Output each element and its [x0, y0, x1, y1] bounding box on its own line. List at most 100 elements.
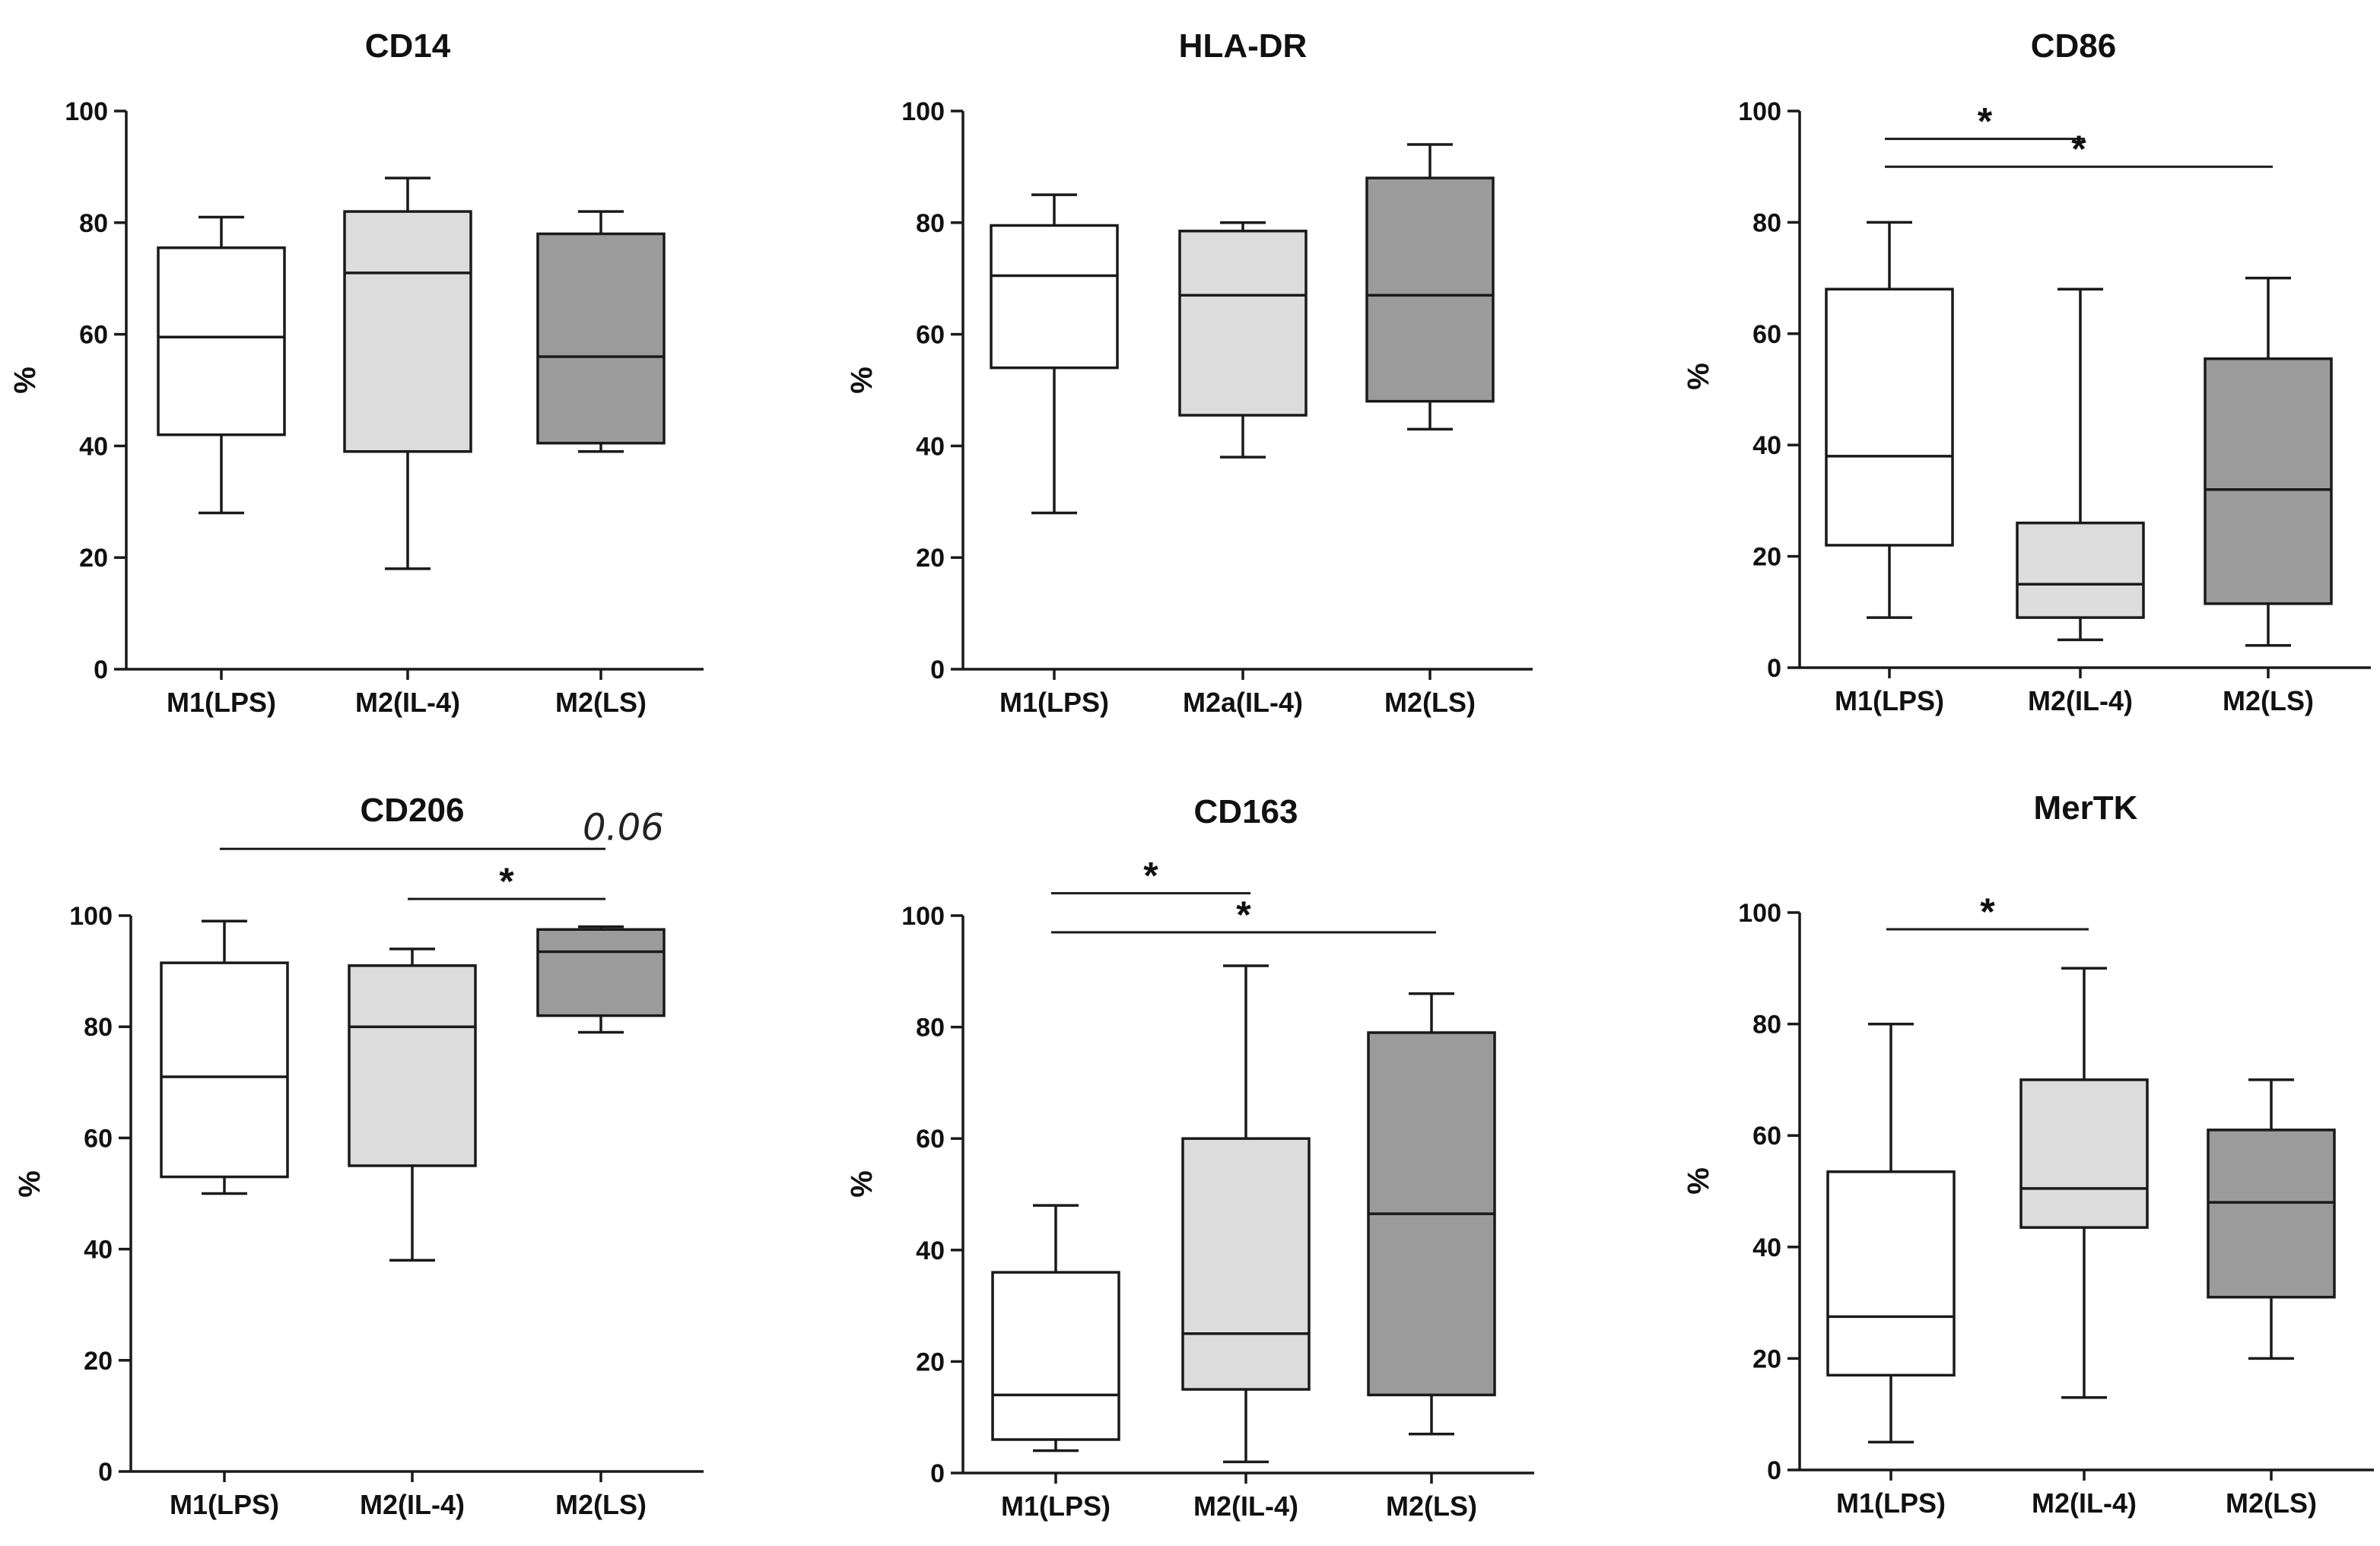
y-tick-label: 0	[1767, 1456, 1781, 1485]
x-tick-label: M1(LPS)	[1835, 685, 1944, 716]
box-1	[991, 1204, 1120, 1452]
box-2	[1178, 221, 1308, 459]
x-tick-label: M2(LS)	[2226, 1487, 2317, 1519]
x-tick-label: M1(LPS)	[999, 687, 1109, 718]
y-tick-label: 80	[916, 209, 945, 238]
iqr-box	[343, 210, 472, 453]
y-tick-label: 100	[901, 902, 945, 931]
x-tick-label: M2(LS)	[2223, 685, 2314, 716]
chart-title: HLA-DR	[1179, 27, 1308, 65]
significance-star: *	[499, 860, 514, 903]
x-tick-label: M1(LPS)	[1836, 1487, 1946, 1519]
y-tick-label: 60	[1752, 320, 1781, 349]
y-tick-label: 0	[94, 656, 108, 684]
y-tick-label: 0	[98, 1458, 113, 1487]
x-tick-label: M2(LS)	[555, 1489, 647, 1520]
y-tick-label: 40	[1752, 1233, 1781, 1262]
box-3	[1367, 992, 1496, 1436]
chart-title: CD206	[361, 792, 465, 829]
iqr-box	[160, 961, 289, 1179]
y-tick-label: 80	[79, 209, 108, 238]
chart-panel-2: HLA-DR% 0 20 40 60 80 100 M1(LPS) M2a(IL-4) M2(LS…	[845, 27, 1533, 718]
y-axis-label: %	[1682, 1167, 1715, 1195]
box-3	[1365, 143, 1495, 431]
significance-star: *	[1143, 855, 1158, 897]
y-tick-label: 20	[1752, 543, 1781, 572]
iqr-box	[991, 1271, 1120, 1441]
y-tick-label: 40	[1752, 431, 1781, 460]
y-tick-label: 60	[79, 321, 108, 350]
y-axis-label: %	[8, 367, 42, 394]
iqr-box	[1365, 176, 1495, 403]
box-3	[2204, 276, 2333, 647]
chart-panel-3: CD86% 0 20 40 60 80 100 M1(LPS) M2(IL-4) M2(LS) * *	[1682, 27, 2371, 716]
x-tick-label: M1(LPS)	[170, 1489, 279, 1520]
y-tick-label: 60	[916, 321, 945, 350]
box-1	[990, 193, 1119, 515]
iqr-box	[536, 928, 666, 1017]
y-tick-label: 40	[916, 1236, 945, 1265]
significance-star: *	[1236, 894, 1251, 936]
iqr-box	[990, 224, 1119, 370]
y-tick-label: 20	[79, 544, 108, 573]
x-tick-label: M1(LPS)	[167, 687, 276, 718]
box-2	[1181, 964, 1311, 1464]
y-tick-label: 20	[916, 1348, 945, 1376]
y-tick-label: 20	[1752, 1344, 1781, 1373]
chart-title: CD14	[365, 27, 451, 65]
iqr-box	[2019, 1078, 2149, 1229]
y-axis-label: %	[13, 1170, 46, 1198]
iqr-box	[1181, 1137, 1311, 1391]
significance-star: *	[2071, 128, 2086, 170]
x-tick-label: M2a(IL-4)	[1183, 687, 1303, 718]
x-tick-label: M2(IL-4)	[355, 687, 460, 718]
y-tick-label: 40	[916, 432, 945, 461]
box-2	[2016, 287, 2145, 642]
iqr-box	[2016, 521, 2145, 619]
box-3	[536, 925, 666, 1034]
y-tick-label: 100	[69, 902, 113, 931]
x-tick-label: M2(LS)	[1384, 687, 1476, 718]
x-tick-label: M2(LS)	[555, 687, 647, 718]
y-tick-label: 0	[930, 656, 945, 684]
iqr-box	[348, 964, 477, 1167]
chart-panel-4: CD206% 0 20 40 60 80 100 M1(LPS) M2(IL-4) M2(LS) 0…	[13, 792, 704, 1520]
iqr-box	[1178, 230, 1308, 417]
x-tick-label: M2(IL-4)	[2028, 685, 2133, 716]
p-value-label: 0.06	[583, 806, 664, 849]
y-tick-label: 80	[916, 1014, 945, 1043]
box-1	[1826, 1022, 1956, 1444]
y-tick-label: 100	[901, 97, 945, 126]
iqr-box	[157, 246, 286, 436]
chart-title: CD163	[1194, 793, 1298, 830]
chart-title: MerTK	[2034, 789, 2138, 827]
box-1	[160, 919, 289, 1195]
x-tick-label: M2(IL-4)	[360, 1489, 465, 1520]
significance-star: *	[1980, 890, 1995, 933]
iqr-box	[2207, 1129, 2336, 1299]
chart-title: CD86	[2031, 27, 2117, 65]
y-axis-label: %	[845, 1170, 879, 1198]
box-3	[2207, 1078, 2336, 1360]
y-tick-label: 80	[1752, 208, 1781, 237]
iqr-box	[1826, 1170, 1956, 1377]
y-tick-label: 0	[1767, 654, 1781, 683]
box-1	[1825, 221, 1954, 619]
y-axis-label: %	[845, 367, 879, 394]
chart-panel-1: CD14% 0 20 40 60 80 100 M1(LPS) M2(IL-4) M2(LS)	[8, 27, 704, 718]
iqr-box	[2204, 357, 2333, 605]
chart-panel-5: CD163% 0 20 40 60 80 100 M1(LPS) M2(IL-4) M2(LS) *…	[845, 793, 1534, 1522]
chart-panel-6: MerTK% 0 20 40 60 80 100 M1(LPS) M2(IL-4) M2(LS) *	[1682, 789, 2374, 1519]
box-1	[157, 215, 286, 515]
y-tick-label: 80	[1752, 1011, 1781, 1040]
y-tick-label: 80	[84, 1013, 113, 1042]
y-tick-label: 60	[84, 1124, 113, 1153]
y-tick-label: 100	[1738, 899, 1781, 928]
y-axis-label: %	[1682, 363, 1715, 390]
y-tick-label: 60	[1752, 1122, 1781, 1151]
y-tick-label: 100	[1738, 97, 1781, 126]
x-tick-label: M2(IL-4)	[1193, 1490, 1298, 1522]
significance-star: *	[1978, 100, 1993, 143]
y-tick-label: 100	[65, 97, 108, 126]
